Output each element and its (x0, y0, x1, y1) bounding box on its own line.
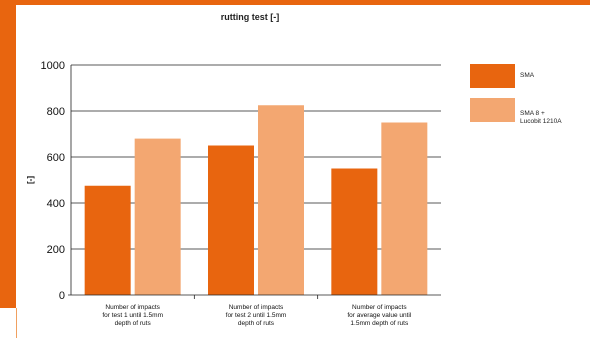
legend-item-sma-lucobit: SMA 8 + Lucobit 1210A (470, 98, 585, 132)
frame-left-bar (0, 0, 16, 308)
legend-label-sma-lucobit: SMA 8 + Lucobit 1210A (520, 110, 562, 125)
x-tick-label: for average value until (347, 312, 412, 319)
chart-title: rutting test [-] (220, 12, 280, 22)
y-tick-label: 600 (47, 152, 65, 164)
x-tick-label: for test 2 until 1.5mm (226, 312, 287, 319)
y-tick-label: 0 (59, 290, 65, 302)
x-tick-label: depth of ruts (238, 320, 275, 327)
x-tick-label: 1.5mm depth of ruts (350, 320, 409, 327)
y-axis-label: [-] (26, 176, 35, 184)
y-tick-label: 800 (47, 106, 65, 118)
x-tick-label: Number of impacts (105, 304, 160, 311)
bar-sma (84, 185, 131, 295)
legend: SMA SMA 8 + Lucobit 1210A (470, 64, 585, 132)
legend-label-sma: SMA (520, 72, 535, 79)
x-tick-label: Number of impacts (229, 304, 284, 311)
bar-sma-lucobit (381, 122, 428, 295)
y-tick-label: 1000 (41, 60, 65, 72)
legend-item-sma: SMA (470, 64, 585, 98)
legend-swatch-sma-lucobit (470, 98, 515, 122)
legend-swatch-sma (470, 64, 515, 88)
frame-top-bar (0, 0, 590, 5)
bar-sma-lucobit (258, 105, 304, 295)
bar-sma (208, 145, 254, 295)
frame-tick (16, 308, 17, 338)
x-tick-label: Number of impacts (352, 304, 407, 311)
bar-sma (331, 168, 378, 295)
x-tick-label: for test 1 until 1.5mm (102, 312, 163, 319)
y-tick-label: 400 (47, 198, 65, 210)
x-tick-label: depth of ruts (115, 320, 152, 327)
y-tick-label: 200 (47, 244, 65, 256)
bar-sma-lucobit (134, 138, 181, 295)
